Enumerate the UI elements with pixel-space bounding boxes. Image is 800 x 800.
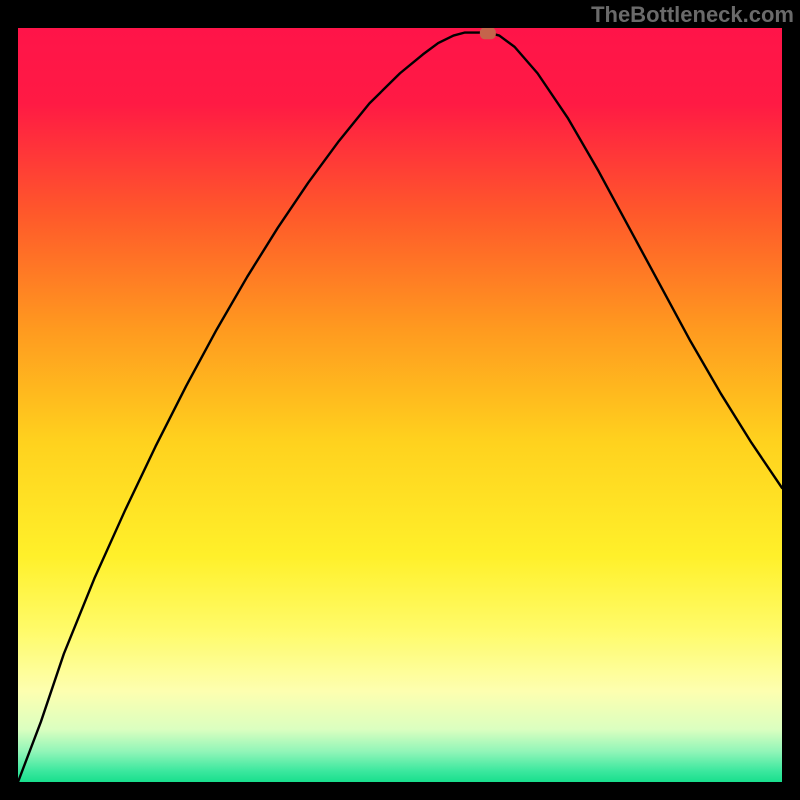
plot-svg	[18, 28, 782, 782]
plot-area	[18, 28, 782, 782]
chart-frame: TheBottleneck.com	[0, 0, 800, 800]
plot-background	[18, 28, 782, 782]
optimum-marker	[480, 28, 496, 39]
watermark-text: TheBottleneck.com	[591, 2, 794, 28]
